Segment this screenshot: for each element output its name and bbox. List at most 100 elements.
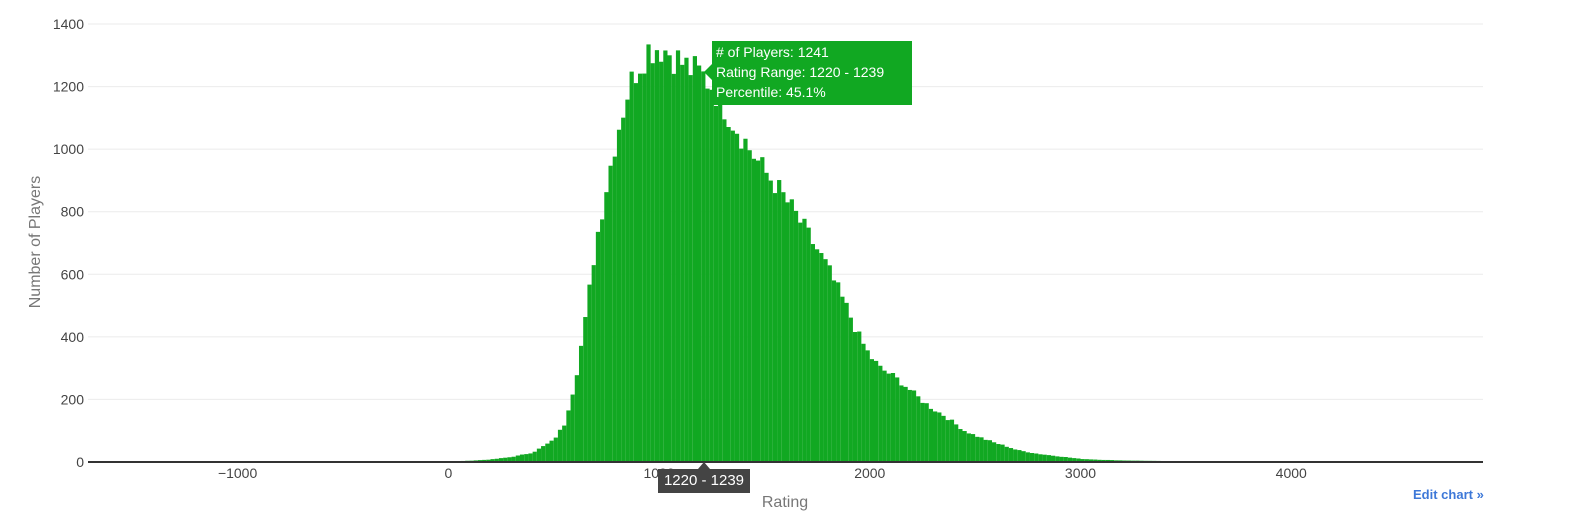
histogram-bar[interactable] — [680, 64, 685, 462]
histogram-bar[interactable] — [1067, 457, 1073, 462]
histogram-bar[interactable] — [949, 419, 955, 462]
histogram-bar[interactable] — [1013, 449, 1018, 462]
histogram-bar[interactable] — [861, 343, 866, 462]
histogram-bar[interactable] — [975, 436, 980, 462]
histogram-bar[interactable] — [852, 332, 858, 462]
histogram-bar[interactable] — [612, 156, 617, 463]
histogram-bar[interactable] — [886, 373, 891, 462]
histogram-bar[interactable] — [519, 454, 525, 462]
histogram-bar[interactable] — [730, 130, 735, 462]
histogram-bar[interactable] — [768, 180, 773, 462]
histogram-bar[interactable] — [591, 265, 596, 462]
histogram-bar[interactable] — [637, 73, 643, 463]
histogram-bar[interactable] — [979, 437, 984, 462]
histogram-bar[interactable] — [570, 394, 575, 462]
histogram-bar[interactable] — [911, 390, 917, 462]
histogram-bar[interactable] — [688, 75, 693, 462]
histogram-bar[interactable] — [595, 231, 601, 462]
histogram-bar[interactable] — [1055, 456, 1060, 462]
histogram-bar[interactable] — [1034, 453, 1039, 462]
histogram-bar[interactable] — [722, 119, 727, 462]
histogram-bar[interactable] — [764, 172, 769, 462]
histogram-bar[interactable] — [878, 365, 883, 462]
histogram-bar[interactable] — [772, 193, 778, 462]
histogram-bar[interactable] — [996, 444, 1001, 462]
histogram-bar[interactable] — [1105, 459, 1111, 462]
histogram-bar[interactable] — [671, 73, 676, 463]
histogram-bar[interactable] — [1076, 458, 1081, 462]
histogram-bar[interactable] — [836, 282, 841, 462]
histogram-bar[interactable] — [718, 86, 723, 462]
histogram-bar[interactable] — [916, 396, 921, 462]
histogram-bar[interactable] — [1093, 459, 1098, 462]
histogram-bar[interactable] — [992, 442, 997, 462]
histogram-bar[interactable] — [739, 148, 744, 462]
histogram-bar[interactable] — [557, 429, 563, 462]
histogram-bar[interactable] — [507, 457, 512, 462]
histogram-bar[interactable] — [494, 458, 499, 462]
histogram-bar[interactable] — [844, 302, 849, 462]
histogram-bar[interactable] — [1063, 457, 1068, 462]
histogram-bar[interactable] — [574, 375, 579, 462]
histogram-bar[interactable] — [815, 249, 820, 462]
histogram-bar[interactable] — [713, 105, 719, 463]
histogram-bar[interactable] — [747, 150, 752, 463]
histogram-bar[interactable] — [831, 280, 837, 462]
histogram-bar[interactable] — [823, 259, 828, 462]
histogram-bar[interactable] — [819, 253, 824, 462]
histogram-bar[interactable] — [751, 158, 756, 462]
histogram-bar[interactable] — [798, 222, 803, 462]
histogram-bar[interactable] — [684, 57, 689, 463]
histogram-bar[interactable] — [532, 451, 537, 462]
histogram-bar[interactable] — [755, 160, 761, 462]
histogram-bar[interactable] — [899, 385, 904, 462]
histogram-bar[interactable] — [781, 192, 786, 462]
histogram-bar[interactable] — [583, 317, 588, 462]
histogram-bar[interactable] — [987, 440, 993, 462]
histogram-bar[interactable] — [941, 415, 946, 462]
histogram-bar[interactable] — [600, 219, 605, 462]
histogram-bar[interactable] — [1000, 444, 1005, 462]
histogram-bar[interactable] — [874, 360, 879, 462]
histogram-bar[interactable] — [498, 458, 504, 462]
histogram-bar[interactable] — [566, 410, 571, 462]
histogram-bar[interactable] — [1038, 454, 1043, 462]
histogram-bar[interactable] — [486, 459, 491, 462]
histogram-bar[interactable] — [726, 127, 731, 463]
histogram-bar[interactable] — [549, 440, 554, 462]
histogram-bar[interactable] — [793, 210, 799, 462]
histogram-bar[interactable] — [895, 377, 900, 462]
histogram-bar[interactable] — [924, 403, 929, 462]
histogram-bar[interactable] — [705, 88, 710, 462]
histogram-bar[interactable] — [882, 370, 887, 462]
histogram-bar[interactable] — [937, 412, 942, 462]
histogram-bar[interactable] — [553, 437, 558, 462]
histogram-bar[interactable] — [777, 180, 782, 463]
histogram-bar[interactable] — [490, 459, 495, 462]
histogram-bar[interactable] — [1059, 456, 1064, 462]
histogram-bar[interactable] — [511, 456, 516, 462]
histogram-bar[interactable] — [541, 446, 546, 462]
histogram-bar[interactable] — [692, 56, 697, 462]
histogram-bar[interactable] — [1080, 459, 1085, 462]
histogram-bar[interactable] — [642, 73, 647, 462]
histogram-bar[interactable] — [663, 50, 668, 463]
histogram-bar[interactable] — [629, 71, 634, 462]
histogram-bar[interactable] — [667, 55, 672, 462]
histogram-bar[interactable] — [958, 429, 963, 462]
histogram-bar[interactable] — [890, 373, 896, 462]
histogram-bar[interactable] — [650, 63, 655, 462]
histogram-bar[interactable] — [1051, 455, 1056, 462]
histogram-bar[interactable] — [933, 411, 938, 462]
histogram-bar[interactable] — [503, 457, 508, 462]
histogram-bar[interactable] — [1017, 450, 1022, 462]
histogram-bar[interactable] — [1072, 458, 1077, 462]
histogram-bar[interactable] — [907, 389, 912, 462]
histogram-bar[interactable] — [696, 65, 702, 463]
histogram-bar[interactable] — [743, 138, 748, 462]
histogram-bar[interactable] — [709, 89, 714, 463]
histogram-bar[interactable] — [1029, 453, 1035, 462]
histogram-bar[interactable] — [654, 50, 660, 462]
histogram-bar[interactable] — [587, 284, 592, 462]
histogram-bar[interactable] — [840, 296, 845, 462]
